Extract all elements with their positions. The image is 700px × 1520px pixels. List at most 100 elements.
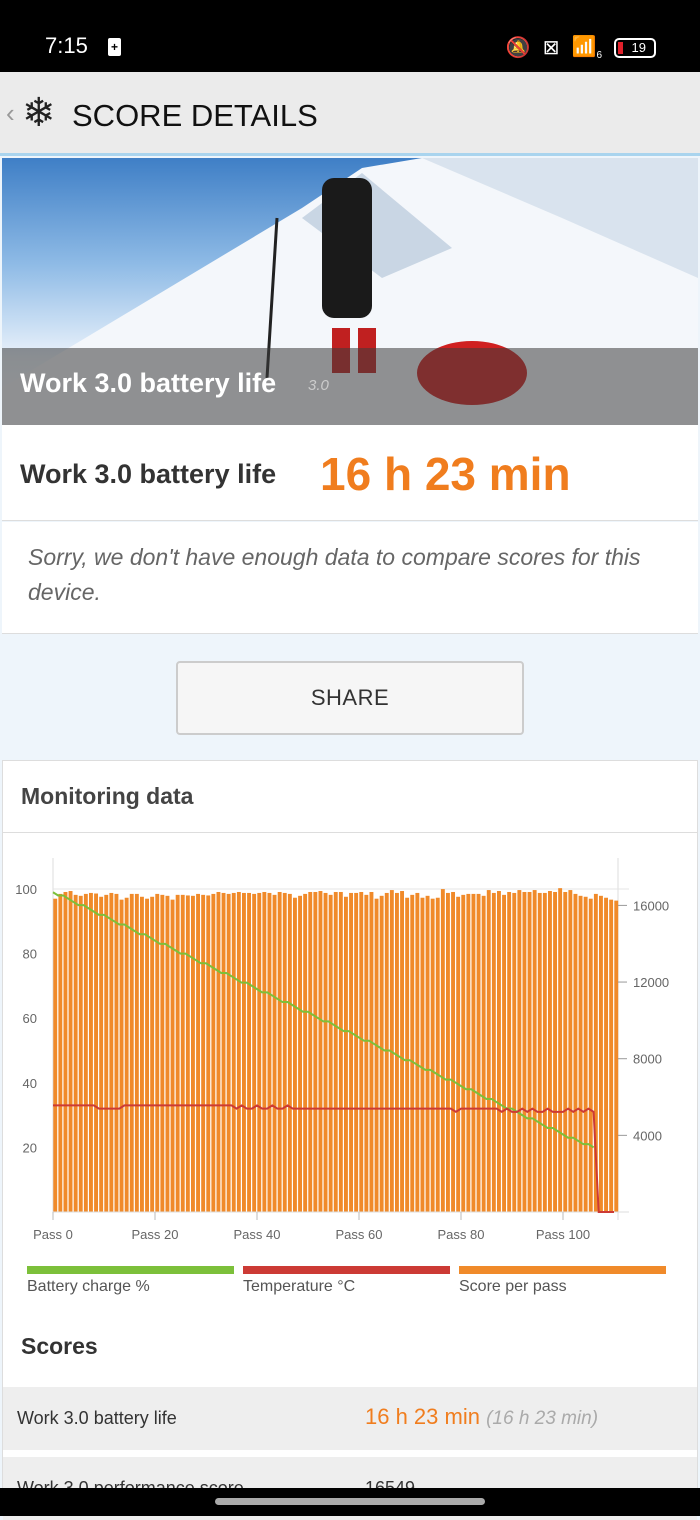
score-bar [359, 891, 364, 1212]
hero-version: 3.0 [308, 377, 329, 394]
score-bar [537, 892, 542, 1212]
score-bar [527, 891, 532, 1212]
share-button[interactable]: SHARE [176, 661, 524, 735]
score-bar [456, 896, 461, 1212]
score-bar [568, 890, 573, 1212]
score-bar [277, 891, 282, 1212]
score-bar [395, 892, 399, 1212]
score-bar [364, 894, 369, 1212]
battery-saver-icon: + [108, 38, 121, 56]
score-bar [435, 897, 440, 1212]
snowflake-icon[interactable]: ❄ [22, 91, 56, 135]
score-bar [83, 893, 88, 1212]
score-bar [374, 898, 379, 1212]
score-bar [155, 893, 160, 1212]
score-bar [405, 897, 410, 1212]
score-bar [267, 892, 272, 1212]
score-bar [58, 893, 63, 1212]
score-bar [604, 897, 608, 1212]
score-bar [73, 894, 78, 1212]
score-bar [558, 888, 563, 1212]
score-bar [563, 891, 568, 1212]
score-bar [180, 894, 185, 1212]
score-bar [354, 892, 359, 1212]
score-bar [578, 895, 583, 1212]
score-bar [282, 892, 287, 1212]
score-bar [308, 891, 313, 1212]
score-bar [221, 892, 226, 1212]
no-sim-icon: ⊠ [542, 37, 560, 59]
score-bar [191, 895, 195, 1212]
score-bar [573, 893, 578, 1212]
score-bar [384, 892, 389, 1212]
left-tick-label: 100 [15, 882, 37, 897]
score-bar [53, 898, 58, 1212]
score-bar [104, 894, 109, 1212]
chevron-left-icon[interactable]: ‹ [6, 98, 15, 128]
score-bar [293, 897, 297, 1212]
score-bar [313, 891, 318, 1212]
score-bar [588, 898, 593, 1212]
vibrate-off-icon: 🔕 [505, 37, 531, 59]
score-bar [140, 896, 144, 1212]
scores-title: Scores [21, 1333, 98, 1359]
page-title: SCORE DETAILS [72, 98, 318, 133]
home-gesture-handle[interactable] [215, 1498, 485, 1505]
score-bar [425, 895, 430, 1212]
navigation-bar [0, 1488, 700, 1516]
score-value: 16 h 23 min (16 h 23 min) [365, 1404, 599, 1429]
score-bar [583, 896, 588, 1212]
score-bar [481, 895, 486, 1212]
score-bar [542, 892, 547, 1212]
score-bar [216, 891, 221, 1212]
score-bar [420, 897, 425, 1212]
hero-title: Work 3.0 battery life [20, 368, 277, 398]
score-bar [553, 891, 557, 1212]
score-bar [78, 895, 83, 1212]
score-bar [318, 891, 323, 1212]
score-bar [242, 892, 246, 1212]
score-bar [446, 892, 450, 1212]
score-bar [440, 889, 445, 1212]
score-bar [206, 895, 211, 1212]
x-tick-label: Pass 60 [336, 1227, 383, 1242]
score-bar [466, 893, 471, 1212]
score-bar [517, 890, 522, 1212]
score-bar [369, 891, 374, 1212]
score-bar [599, 895, 603, 1212]
score-bar [129, 893, 134, 1212]
score-bar [247, 892, 251, 1212]
score-bar [252, 893, 257, 1212]
score-bar [303, 893, 308, 1212]
score-bar [124, 897, 129, 1212]
score-bar [298, 895, 302, 1212]
score-bar [145, 898, 149, 1212]
score-bar [400, 891, 404, 1212]
right-tick-label: 8000 [633, 1052, 662, 1067]
score-bar [614, 900, 619, 1212]
score-bar [548, 891, 552, 1212]
score-bar [114, 893, 119, 1212]
score-bar [196, 893, 200, 1212]
score-bar [532, 890, 537, 1212]
battery-icon: 19 [614, 37, 656, 58]
x-tick-label: Pass 40 [234, 1227, 281, 1242]
left-tick-label: 60 [23, 1011, 37, 1026]
score-row-battery: Work 3.0 battery life 16 h 23 min (16 h … [3, 1387, 697, 1450]
score-bar [68, 891, 73, 1212]
left-tick-label: 40 [23, 1076, 37, 1091]
score-bar [236, 891, 241, 1212]
score-bar [170, 899, 175, 1212]
score-bar [165, 895, 170, 1212]
x-tick-label: Pass 80 [438, 1227, 485, 1242]
score-bar [231, 892, 236, 1212]
score-bar [175, 894, 180, 1212]
chart-legend: Battery charge % Temperature °C Score pe… [27, 1266, 666, 1296]
right-tick-label: 4000 [633, 1128, 662, 1143]
score-bar [333, 891, 338, 1212]
score-bar [471, 893, 476, 1212]
score-bar [522, 891, 527, 1212]
score-bar [507, 891, 512, 1212]
score-bar [502, 894, 506, 1212]
score-bar [323, 892, 328, 1212]
